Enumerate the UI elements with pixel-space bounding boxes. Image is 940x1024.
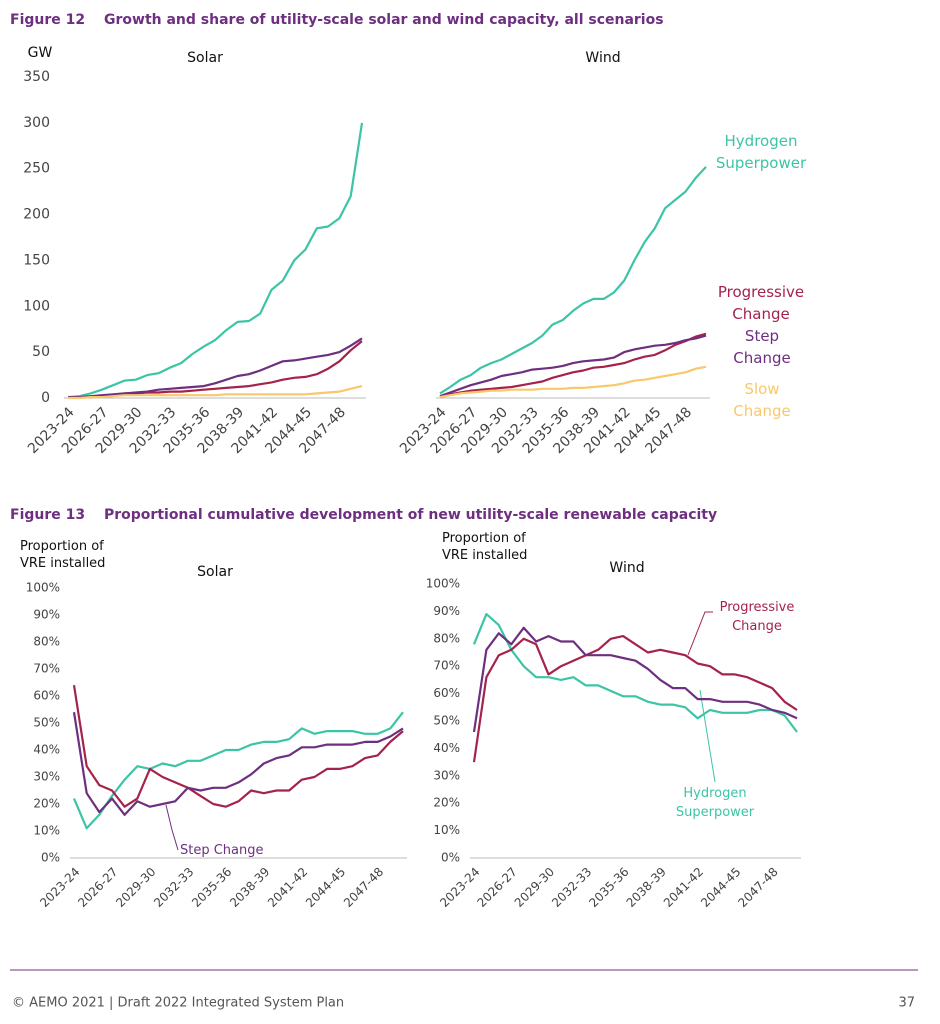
y-tick-label: 0%	[41, 851, 60, 865]
leader-line	[165, 804, 179, 851]
y-tick-label: 80%	[33, 635, 60, 649]
figure-number: Figure 12	[10, 12, 85, 28]
y-tick-label: 20%	[433, 796, 460, 810]
x-tick-label: 2029-30	[512, 865, 557, 910]
x-tick-label: 2032-33	[151, 865, 196, 910]
series-label: Hydrogen Superpower	[715, 132, 807, 172]
y-tick-label: 90%	[433, 604, 460, 618]
y-tick-label: 20%	[33, 797, 60, 811]
series-line	[68, 337, 363, 399]
chart-title: Solar	[197, 564, 233, 580]
series-label: Progressive Change	[719, 600, 795, 634]
series-label: Slow Change	[733, 380, 791, 420]
x-tick-label: 2023-24	[437, 865, 482, 910]
y-tick-label: 70%	[433, 659, 460, 673]
x-tick-label: 2023-24	[37, 865, 82, 910]
x-tick-label: 2044-45	[698, 865, 743, 910]
leader-line	[699, 689, 716, 783]
x-tick-label: 2026-27	[475, 865, 520, 910]
series-line	[72, 685, 404, 808]
series-line	[68, 340, 363, 399]
series-line	[72, 711, 404, 830]
x-tick-label: 2035-36	[586, 865, 631, 910]
series-line	[439, 166, 707, 395]
y-tick-label: 350	[23, 69, 50, 85]
y-tick-label: 70%	[33, 662, 60, 676]
series-line	[439, 332, 707, 399]
series-line	[68, 385, 363, 400]
series-line	[472, 635, 798, 763]
y-tick-label: 10%	[33, 824, 60, 838]
y-tick-label: 30%	[33, 770, 60, 784]
x-tick-label: 2041-42	[661, 865, 706, 910]
y-axis-label: Proportion of VRE installed	[20, 539, 106, 571]
series-line	[472, 613, 798, 733]
figure-title: Proportional cumulative development of n…	[104, 507, 717, 523]
y-tick-label: 100	[23, 298, 50, 314]
y-tick-label: 40%	[33, 743, 60, 757]
y-tick-label: 0%	[441, 851, 460, 865]
series-line	[439, 334, 707, 398]
leader-line	[687, 611, 713, 656]
page-number: 37	[898, 996, 915, 1011]
series-line	[67, 122, 364, 399]
y-tick-label: 30%	[433, 768, 460, 782]
y-tick-label: 60%	[433, 686, 460, 700]
y-axis-label: Proportion of VRE installed	[442, 531, 528, 563]
y-axis-label: GW	[27, 45, 53, 61]
y-tick-label: 90%	[33, 608, 60, 622]
series-label: Hydrogen Superpower	[675, 786, 755, 820]
y-tick-label: 200	[23, 207, 50, 223]
y-tick-label: 100%	[426, 577, 460, 591]
x-tick-label: 2041-42	[265, 865, 310, 910]
figure-number: Figure 13	[10, 507, 85, 523]
y-tick-label: 40%	[433, 741, 460, 755]
x-tick-label: 2038-39	[624, 865, 669, 910]
series-label: Progressive Change	[717, 283, 805, 323]
x-tick-label: 2044-45	[303, 865, 348, 910]
series-label: Step Change	[733, 327, 791, 367]
y-tick-label: 50	[32, 344, 50, 360]
chart-title: Solar	[187, 50, 223, 66]
y-tick-label: 50%	[33, 716, 60, 730]
y-tick-label: 300	[23, 115, 50, 131]
x-tick-label: 2035-36	[189, 865, 234, 910]
series-line	[472, 626, 798, 733]
x-tick-label: 2038-39	[227, 865, 272, 910]
y-tick-label: 0	[41, 390, 50, 406]
y-tick-label: 150	[23, 252, 50, 268]
y-tick-label: 250	[23, 161, 50, 177]
footer-text: © AEMO 2021 | Draft 2022 Integrated Syst…	[12, 996, 344, 1011]
y-tick-label: 10%	[433, 823, 460, 837]
x-tick-label: 2032-33	[549, 865, 594, 910]
y-tick-label: 80%	[433, 631, 460, 645]
series-label: Step Change	[180, 843, 264, 858]
series-line	[439, 365, 707, 399]
y-tick-label: 50%	[433, 714, 460, 728]
y-tick-label: 100%	[26, 581, 60, 595]
x-tick-label: 2047-48	[341, 865, 386, 910]
figure-title: Growth and share of utility-scale solar …	[104, 12, 664, 28]
x-tick-label: 2026-27	[75, 865, 120, 910]
chart-title: Wind	[609, 560, 644, 576]
y-tick-label: 60%	[33, 689, 60, 703]
x-tick-label: 2029-30	[113, 865, 158, 910]
x-tick-label: 2047-48	[735, 865, 780, 910]
series-line	[72, 712, 404, 816]
chart-title: Wind	[585, 50, 620, 66]
